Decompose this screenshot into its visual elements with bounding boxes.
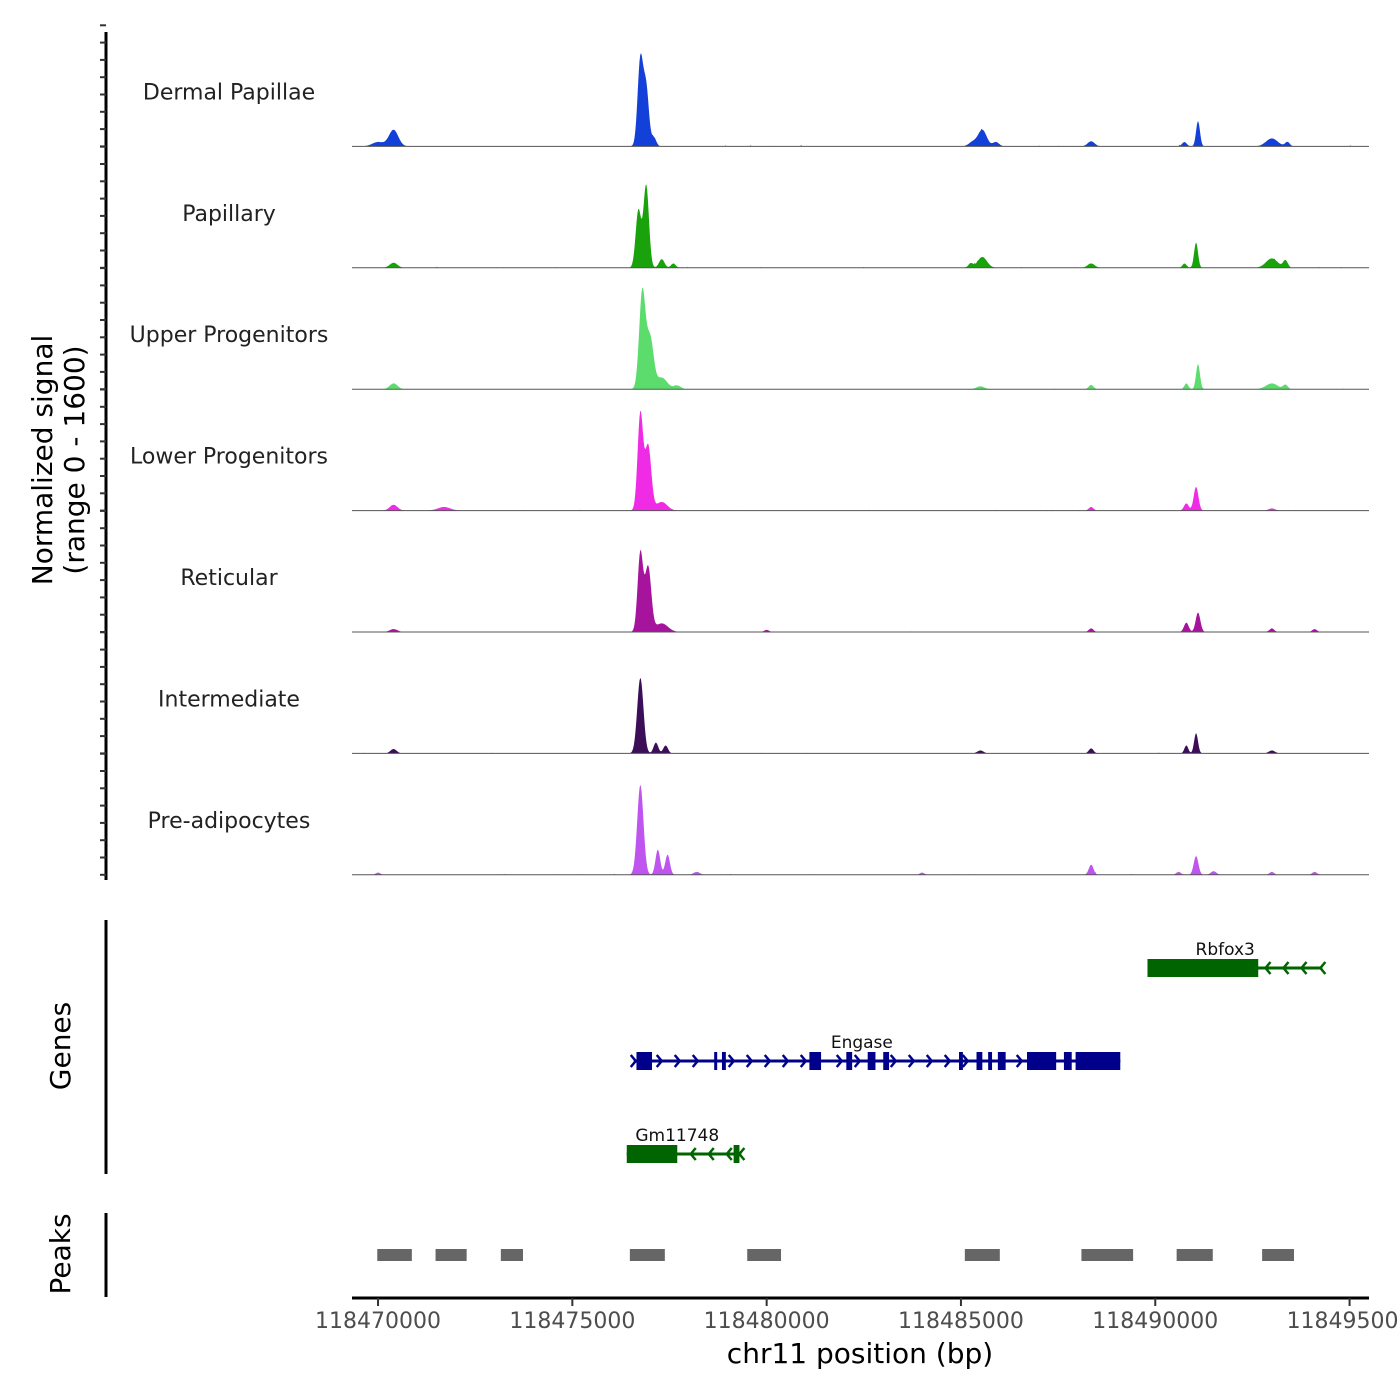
coverage-track: Papillary: [182, 184, 1369, 269]
track-label: Papillary: [182, 202, 276, 227]
gene-exon: [997, 1052, 1006, 1070]
x-tick-label: 118495000: [1287, 1309, 1400, 1334]
coverage-area: [352, 785, 1369, 875]
gene-exon: [867, 1052, 876, 1070]
coverage-track: Reticular: [180, 550, 1369, 633]
gene-model: Rbfox3: [1147, 940, 1327, 977]
peak-region: [747, 1249, 782, 1261]
strand-arrow: [737, 1147, 746, 1161]
gene-exon: [626, 1145, 678, 1163]
strand-arrow: [853, 1054, 862, 1068]
x-tick-label: 118475000: [509, 1309, 635, 1334]
strand-arrow: [727, 1054, 736, 1068]
track-label: Lower Progenitors: [130, 445, 328, 470]
y-axis-title-line2: (range 0 - 1600): [58, 345, 91, 574]
coverage-area: [352, 678, 1369, 754]
strand-arrow: [763, 1054, 772, 1068]
strand-arrow: [707, 1147, 715, 1161]
gene-exon: [1147, 959, 1259, 977]
strand-arrow: [689, 1147, 697, 1161]
coverage-area: [352, 411, 1369, 511]
peak-region: [964, 1249, 1000, 1261]
coverage-area: [352, 53, 1369, 147]
x-axis: chr11 position (bp) 118470000 118475000 11…: [315, 1296, 1400, 1370]
peak-region: [1262, 1249, 1294, 1261]
peak-region: [1081, 1249, 1134, 1261]
gene-exon: [846, 1052, 853, 1070]
strand-arrow: [1299, 961, 1308, 975]
strand-arrow: [1281, 961, 1290, 975]
strand-arrow: [629, 1054, 638, 1068]
coverage-y-axis: [100, 24, 108, 880]
gene-exon: [733, 1145, 740, 1163]
peaks-panel: Peaks: [44, 1213, 1294, 1297]
strand-arrow: [655, 1054, 664, 1068]
coverage-track: Pre-adipocytes: [148, 785, 1369, 876]
strand-arrow: [673, 1054, 682, 1068]
strand-arrow: [907, 1054, 916, 1068]
gene-exon: [988, 1052, 993, 1070]
coverage-track: Upper Progenitors: [130, 287, 1369, 390]
coverage-track: Dermal Papillae: [143, 53, 1369, 147]
coverage-area: [352, 184, 1369, 268]
strand-arrow: [925, 1054, 934, 1068]
gene-exon: [721, 1052, 726, 1070]
x-tick-label: 118485000: [898, 1309, 1024, 1334]
track-label: Pre-adipocytes: [148, 809, 311, 834]
x-axis-title: chr11 position (bp): [727, 1337, 993, 1370]
x-tick-label: 118470000: [315, 1309, 441, 1334]
peak-region: [435, 1249, 467, 1261]
strand-arrow: [725, 1147, 733, 1161]
coverage-track: Lower Progenitors: [130, 411, 1369, 512]
coverage-area: [352, 287, 1369, 390]
gene-exon: [636, 1052, 653, 1070]
gene-exon: [1063, 1052, 1072, 1070]
gene-label: Engase: [831, 1033, 893, 1053]
strand-arrow: [943, 1054, 952, 1068]
gene-label: Rbfox3: [1196, 940, 1255, 960]
strand-arrow: [1318, 961, 1327, 975]
genes-panel: Genes Rbfox3 Engase Gm11748: [44, 920, 1327, 1174]
track-label: Dermal Papillae: [143, 80, 315, 105]
strand-arrow: [1015, 1054, 1024, 1068]
strand-arrow: [1263, 961, 1272, 975]
coverage-tracks: Dermal Papillae Papillary Upper Progenitor…: [130, 53, 1369, 876]
peaks-axis-title: Peaks: [44, 1213, 77, 1294]
gene-model: Gm11748: [626, 1126, 746, 1163]
y-axis-title-line1: Normalized signal: [26, 335, 59, 586]
track-label: Upper Progenitors: [130, 323, 329, 348]
coverage-area: [352, 550, 1369, 632]
gene-exon: [959, 1052, 963, 1070]
gene-exon: [1075, 1052, 1121, 1070]
gene-model: Engase: [629, 1033, 1121, 1070]
strand-arrow: [781, 1054, 790, 1068]
track-label: Reticular: [180, 566, 278, 591]
coverage-track: Intermediate: [158, 678, 1369, 754]
peak-region: [1176, 1249, 1213, 1261]
x-tick-label: 118490000: [1092, 1309, 1218, 1334]
track-label: Intermediate: [158, 687, 300, 712]
peak-region: [629, 1249, 665, 1261]
gene-exon: [714, 1052, 718, 1070]
gene-exon: [976, 1052, 983, 1070]
x-tick-label: 118480000: [704, 1309, 830, 1334]
strand-arrow: [691, 1054, 700, 1068]
gene-exon: [883, 1052, 890, 1070]
strand-arrow: [745, 1054, 754, 1068]
strand-arrow: [835, 1054, 844, 1068]
peak-region: [377, 1249, 412, 1261]
y-axis-title: Normalized signal (range 0 - 1600): [26, 335, 91, 586]
gene-exon: [809, 1052, 822, 1070]
strand-arrow: [961, 1054, 970, 1068]
peak-region: [500, 1249, 523, 1261]
strand-arrow: [799, 1054, 808, 1068]
strand-arrow: [889, 1054, 898, 1068]
gene-exon: [1027, 1052, 1057, 1070]
gene-label: Gm11748: [635, 1126, 719, 1146]
genes-axis-title: Genes: [44, 1002, 77, 1090]
